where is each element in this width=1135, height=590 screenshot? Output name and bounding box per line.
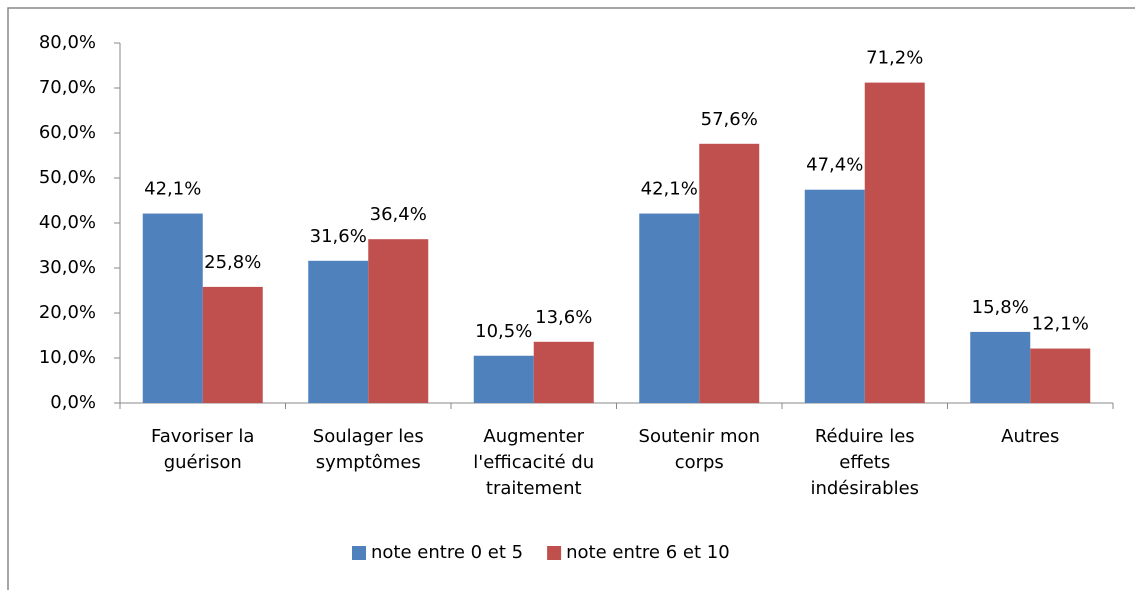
x-tick-label: Soutenir mon corps [638,426,760,473]
x-tick-label: Autres [1001,426,1060,447]
x-tick-label: Augmenter l'efficacité du traitement [473,426,595,499]
legend-label: note entre 0 et 5 [371,542,523,563]
bar [533,341,594,403]
data-label: 31,6% [310,226,367,247]
bar [202,286,263,403]
data-label: 47,4% [806,155,863,176]
bar [308,260,369,403]
data-label: 42,1% [641,179,698,200]
y-tick-label: 40,0% [39,212,96,233]
data-label: 71,2% [866,48,923,69]
y-tick-label: 80,0% [39,32,96,53]
x-tick-label: Favoriser la guérison [151,426,255,473]
bar [473,355,534,403]
data-label: 36,4% [370,204,427,225]
bar [970,331,1031,403]
data-label: 42,1% [144,179,201,200]
chart-frame [7,7,1135,590]
x-tick-label: Réduire les effets indésirables [810,426,920,499]
bar [368,239,429,403]
bar [699,143,760,404]
bar [639,213,700,403]
y-tick-label: 10,0% [39,347,96,368]
bar [1030,348,1091,403]
data-label: 25,8% [204,252,261,273]
y-tick-label: 70,0% [39,77,96,98]
y-tick-label: 60,0% [39,122,96,143]
data-label: 15,8% [972,297,1029,318]
data-label: 12,1% [1032,314,1089,335]
y-tick-label: 50,0% [39,167,96,188]
data-label: 10,5% [475,321,532,342]
bar [142,213,203,403]
legend-label: note entre 6 et 10 [566,542,730,563]
legend-swatch [547,546,562,560]
y-tick-label: 0,0% [50,392,96,413]
x-tick-label: Soulager les symptômes [312,426,424,473]
y-tick-label: 20,0% [39,302,96,323]
data-label: 13,6% [535,307,592,328]
bar [864,82,925,403]
y-tick-label: 30,0% [39,257,96,278]
legend-swatch [352,546,366,560]
data-label: 57,6% [701,109,758,130]
bar [804,189,865,403]
